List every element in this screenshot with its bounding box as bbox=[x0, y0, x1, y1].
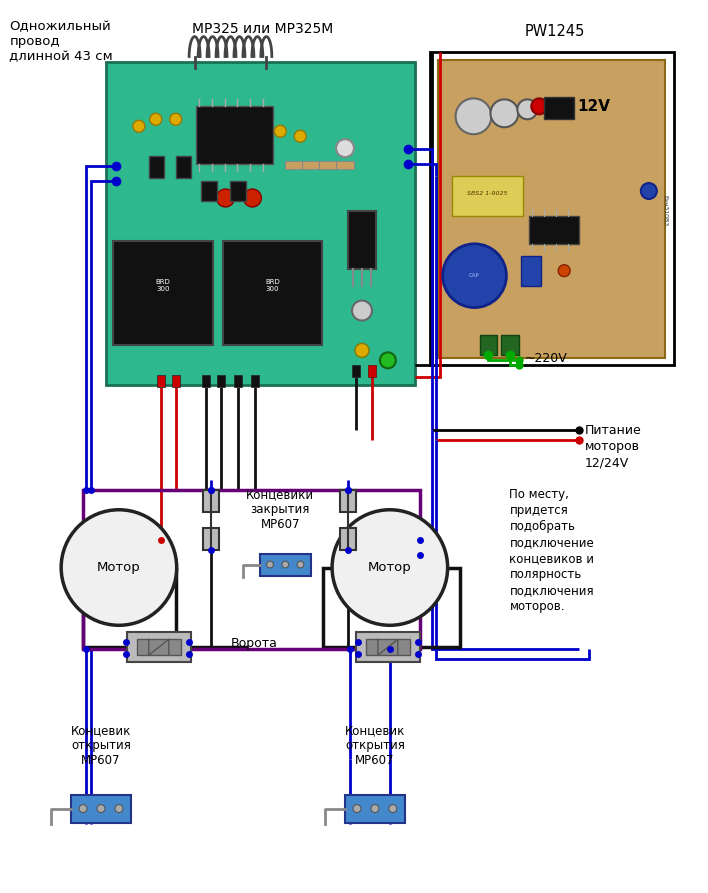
Bar bbox=[430, 52, 674, 365]
Circle shape bbox=[295, 130, 306, 142]
Bar bbox=[285, 161, 303, 169]
Bar bbox=[202, 528, 219, 549]
Bar bbox=[106, 62, 415, 385]
Circle shape bbox=[267, 561, 273, 568]
Circle shape bbox=[282, 561, 289, 568]
Circle shape bbox=[353, 805, 361, 813]
Circle shape bbox=[133, 121, 145, 132]
Text: ~220V: ~220V bbox=[525, 352, 567, 365]
Bar bbox=[202, 490, 219, 512]
Circle shape bbox=[297, 561, 304, 568]
Circle shape bbox=[355, 344, 369, 357]
Text: Мотор: Мотор bbox=[97, 561, 141, 574]
Bar bbox=[83, 490, 420, 649]
Bar bbox=[501, 336, 520, 355]
Bar bbox=[366, 639, 410, 655]
Bar bbox=[340, 490, 356, 512]
Circle shape bbox=[274, 125, 286, 138]
Text: PW1245: PW1245 bbox=[525, 24, 586, 38]
Text: Мотор: Мотор bbox=[368, 561, 412, 574]
Text: Ворота: Ворота bbox=[231, 638, 278, 650]
Circle shape bbox=[79, 805, 87, 813]
Circle shape bbox=[371, 805, 379, 813]
Circle shape bbox=[217, 189, 234, 207]
Bar bbox=[202, 375, 210, 388]
Text: SBS2 1-9025: SBS2 1-9025 bbox=[467, 191, 508, 196]
Bar bbox=[544, 97, 574, 120]
Circle shape bbox=[352, 301, 372, 321]
Circle shape bbox=[97, 805, 105, 813]
Bar bbox=[172, 375, 180, 388]
Circle shape bbox=[518, 99, 537, 120]
Text: По месту,
придется
подобрать
подключение
концевиков и
полярность
подключения
мот: По месту, придется подобрать подключение… bbox=[509, 488, 595, 613]
Circle shape bbox=[150, 113, 161, 125]
Bar bbox=[302, 161, 320, 169]
Text: 12V: 12V bbox=[577, 99, 610, 113]
Circle shape bbox=[442, 244, 506, 307]
Bar bbox=[356, 632, 420, 662]
Bar bbox=[251, 375, 259, 388]
Text: BRD
300: BRD 300 bbox=[265, 280, 280, 292]
Bar bbox=[137, 639, 181, 655]
Bar bbox=[176, 156, 190, 178]
Bar bbox=[113, 241, 212, 346]
Bar bbox=[348, 211, 376, 269]
Bar bbox=[149, 156, 164, 178]
Text: Питание
моторов
12/24V: Питание моторов 12/24V bbox=[585, 424, 642, 469]
Bar bbox=[521, 255, 541, 286]
Text: BRD
300: BRD 300 bbox=[155, 280, 170, 292]
Circle shape bbox=[531, 98, 547, 114]
Bar bbox=[195, 106, 273, 164]
Bar bbox=[352, 365, 360, 377]
Text: Еsн310В3: Еsн310В3 bbox=[663, 196, 668, 227]
Text: Концевик
открытия
MP607: Концевик открытия MP607 bbox=[345, 724, 405, 767]
Circle shape bbox=[491, 99, 518, 128]
Bar bbox=[438, 60, 665, 358]
Bar bbox=[345, 795, 405, 822]
Bar bbox=[340, 528, 356, 549]
Bar bbox=[127, 632, 190, 662]
Text: MP325 или MP325M: MP325 или MP325M bbox=[192, 21, 333, 36]
Bar bbox=[530, 216, 579, 244]
Circle shape bbox=[456, 98, 491, 134]
Bar bbox=[261, 554, 312, 577]
Circle shape bbox=[641, 183, 657, 199]
Circle shape bbox=[61, 510, 177, 625]
Circle shape bbox=[115, 805, 123, 813]
Bar bbox=[222, 241, 322, 346]
Bar bbox=[231, 181, 246, 201]
Bar bbox=[234, 375, 242, 388]
Circle shape bbox=[558, 264, 570, 277]
Text: Однoжильный
провод
длинной 43 см: Однoжильный провод длинной 43 см bbox=[9, 20, 113, 63]
Bar bbox=[452, 176, 523, 216]
Circle shape bbox=[336, 139, 354, 157]
Bar bbox=[156, 375, 165, 388]
Text: CAP: CAP bbox=[469, 273, 480, 279]
Bar bbox=[479, 336, 498, 355]
Circle shape bbox=[244, 189, 261, 207]
Bar bbox=[368, 365, 376, 377]
Circle shape bbox=[170, 113, 182, 125]
Bar bbox=[217, 375, 224, 388]
Bar bbox=[319, 161, 337, 169]
Circle shape bbox=[380, 353, 396, 368]
Text: Концевики
закрытия
MP607: Концевики закрытия MP607 bbox=[246, 488, 314, 530]
Bar bbox=[71, 795, 131, 822]
Bar bbox=[336, 161, 354, 169]
Circle shape bbox=[389, 805, 396, 813]
Circle shape bbox=[332, 510, 447, 625]
Bar bbox=[200, 181, 217, 201]
Text: Концевик
открытия
MP607: Концевик открытия MP607 bbox=[71, 724, 131, 767]
